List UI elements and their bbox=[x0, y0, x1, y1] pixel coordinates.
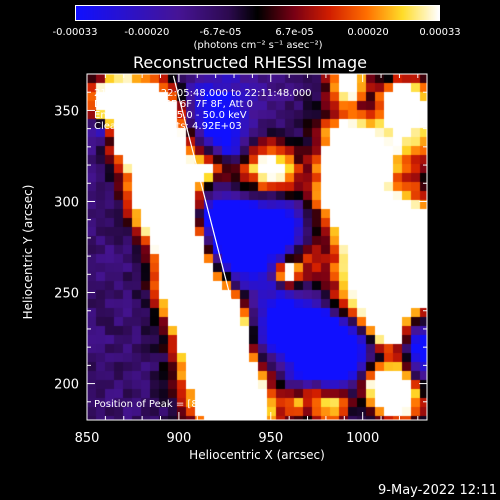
annotation-time-range: 21-Mar-2012 22:05:48.000 to 22:11:48.000 bbox=[94, 88, 312, 99]
x-tick-label: 900 bbox=[166, 431, 191, 446]
colorbar-tick-label: -6.7e-05 bbox=[199, 27, 242, 38]
solar-limb-line bbox=[172, 75, 263, 419]
x-tick-label: 850 bbox=[75, 431, 100, 446]
x-tick-label: 950 bbox=[258, 431, 283, 446]
y-tick-label: 250 bbox=[54, 287, 79, 302]
annotation-detectors: Detectors: 3F 5F 6F 7F 8F, Att 0 bbox=[94, 99, 254, 110]
y-axis-label: Heliocentric Y (arcsec) bbox=[21, 184, 35, 320]
chart-title: Reconstructed RHESSI Image bbox=[133, 53, 367, 72]
y-tick-label: 350 bbox=[54, 104, 79, 119]
annotation-energy-range: Energy Range: 25.0 - 50.0 keV bbox=[94, 110, 247, 121]
annotation-peak-position: Position of Peak = [877,319] bbox=[94, 399, 237, 410]
annotation-counts: Clean Total counts: 4.92E+03 bbox=[94, 121, 242, 132]
footer-date: 9-May-2022 12:11 bbox=[378, 483, 497, 498]
colorbar bbox=[75, 5, 440, 21]
plot-area bbox=[87, 74, 427, 420]
x-tick-label: 1000 bbox=[346, 431, 379, 446]
colorbar-tick-label: 0.00020 bbox=[347, 27, 389, 38]
y-tick-label: 200 bbox=[54, 378, 79, 393]
colorbar-tick-label: -0.00020 bbox=[124, 27, 170, 38]
colorbar-tick-label: -0.00033 bbox=[52, 27, 98, 38]
y-tick-label: 300 bbox=[54, 195, 79, 210]
colorbar-tick-label: 6.7e-05 bbox=[275, 27, 314, 38]
colorbar-unit-label: (photons cm⁻² s⁻¹ asec⁻²) bbox=[193, 40, 323, 51]
heatmap-image bbox=[87, 74, 427, 420]
x-axis-label: Heliocentric X (arcsec) bbox=[189, 448, 325, 462]
plot-frame bbox=[86, 73, 428, 421]
colorbar-tick-label: 0.00033 bbox=[419, 27, 461, 38]
